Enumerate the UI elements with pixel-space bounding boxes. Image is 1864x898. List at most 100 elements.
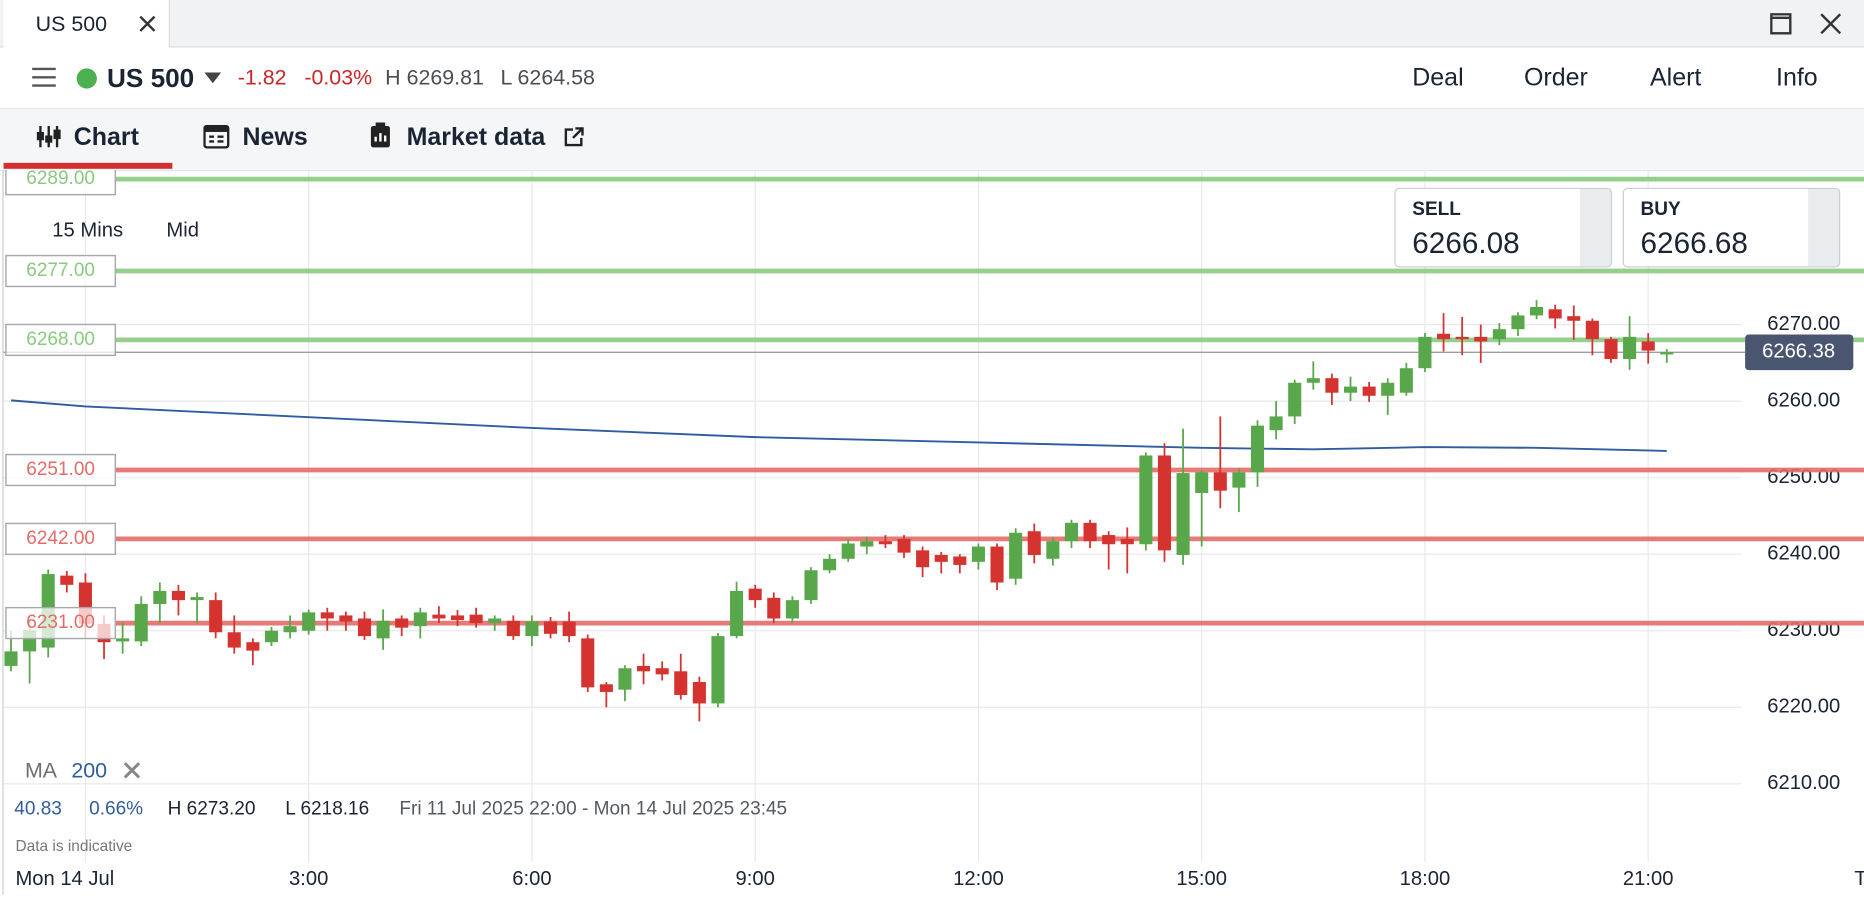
instrument-name[interactable]: US 500 [106,63,195,93]
sell-label: SELL [1412,199,1461,220]
candle-body [953,556,967,565]
candle-body [1604,339,1618,360]
stat-change: 40.83 [14,798,62,820]
maximize-icon[interactable] [1770,13,1792,35]
candle-body [1418,336,1432,369]
candle-body [488,618,502,624]
menu-icon[interactable] [32,67,56,88]
candle-body [1213,472,1227,491]
stat-change-pct: 0.66% [89,798,144,820]
candle-body [599,684,613,692]
candle-body [1027,531,1041,555]
close-window-icon[interactable] [1820,13,1842,35]
action-button[interactable]: Deal [1412,64,1464,92]
y-tick-label: 6260.00 [1767,389,1840,411]
window-tab-title: US 500 [35,11,108,36]
candle-body [1102,535,1116,545]
candle-body [730,590,744,637]
candle-body [1250,425,1265,473]
level-label: 6231.00 [26,612,95,633]
candle-body [376,620,390,639]
candle-body [1381,382,1395,396]
candle-body [1064,522,1078,542]
candle-body [1623,336,1637,360]
price-type-selector[interactable]: Mid [166,218,200,242]
dropdown-caret[interactable] [204,72,222,85]
timeframe-selector[interactable]: 15 Mins [52,218,124,242]
candle-body [767,597,781,619]
x-tick-label: 18:00 [1400,868,1451,890]
candle-body [1083,522,1097,542]
external-link-icon[interactable] [563,126,584,147]
candle-body [469,614,483,624]
candle-body [823,558,837,571]
candle-body [934,554,948,562]
buy-label: BUY [1640,199,1681,220]
level-label: 6277.00 [26,260,95,281]
x-tick-label: 6:00 [512,868,551,890]
candle-body [1567,316,1581,321]
buy-price: 6266.68 [1640,227,1748,261]
current-price-tag [1745,334,1854,371]
candle-body [1157,455,1172,551]
candle-body [897,538,911,553]
candle-body [264,630,279,643]
stat-range: Fri 11 Jul 2025 22:00 - Mon 14 Jul 2025 … [399,798,788,820]
action-button[interactable]: Order [1524,64,1588,92]
y-tick-label: 6270.00 [1767,313,1840,335]
candle-body [1139,455,1153,545]
current-price-label: 6266.38 [1762,341,1835,363]
candle-body [1120,538,1134,545]
candle-body [4,651,18,666]
candle-body [1548,309,1562,319]
instrument-bar [0,47,1864,110]
level-label-box [5,522,117,556]
candle-body [1492,329,1506,340]
candle-body [1660,352,1674,355]
candle-body [1399,368,1413,393]
level-label-box [5,254,117,288]
candle-body [1195,472,1209,493]
candle-body [134,603,148,642]
stat-high: H 6273.20 [167,798,256,820]
candle-body [1511,315,1525,330]
x-tick-label: 21:00 [1623,868,1674,890]
stat-low: L 6218.16 [285,798,370,820]
candle-body [1306,378,1320,383]
sell-price: 6266.08 [1412,227,1520,261]
candle-body [506,620,520,637]
tab[interactable]: Chart [73,123,139,151]
candle-body [1009,532,1023,579]
candle-body [618,668,632,690]
buy-button[interactable]: BUY 6266.68 [1622,187,1841,268]
candle-body [525,621,539,637]
candle-body [692,682,706,704]
candle-body [283,626,297,633]
indicator-period: 200 [71,758,108,783]
action-button[interactable]: Info [1776,64,1818,92]
day-high: H 6269.81 [385,65,484,90]
sell-button[interactable]: SELL 6266.08 [1394,187,1612,268]
candle-body [674,671,688,696]
tab[interactable]: Market data [406,123,546,151]
candle-body [655,668,669,675]
action-button[interactable]: Alert [1650,64,1702,92]
candle-body [1325,378,1339,393]
news-tab-icon [203,124,230,149]
active-tab-indicator [3,162,173,169]
candle-body [209,600,223,633]
level-label-box [5,323,117,357]
candle-body [1641,341,1655,351]
moving-average-line [10,399,1667,452]
candle-body [1046,541,1060,559]
candle-body [153,590,167,604]
remove-indicator-icon[interactable] [123,762,141,779]
candle-body [1362,386,1376,396]
tab-close-icon[interactable] [138,14,157,33]
window-tab[interactable] [3,0,170,48]
candle-body [320,612,334,619]
x-tick-label: Mon 14 Jul [15,868,114,890]
candle-body [748,588,762,601]
tab[interactable]: News [242,123,308,151]
